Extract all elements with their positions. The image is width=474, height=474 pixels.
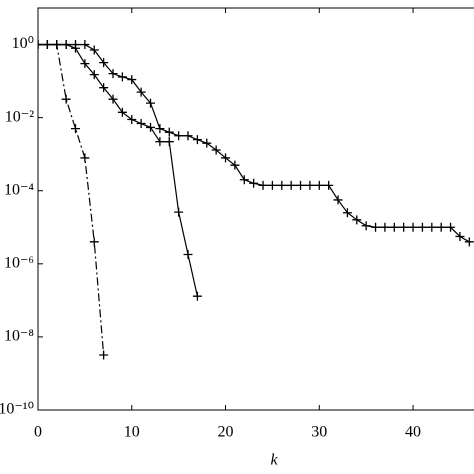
marker	[71, 124, 81, 134]
marker	[249, 178, 259, 188]
marker	[436, 222, 446, 232]
marker	[371, 222, 381, 232]
x-tick-label: 0	[34, 424, 42, 441]
marker	[239, 175, 249, 185]
marker	[183, 249, 193, 259]
y-tick-label: 10⁻⁴	[4, 181, 34, 198]
marker	[305, 180, 315, 190]
marker	[296, 180, 306, 190]
marker	[164, 127, 174, 137]
marker	[155, 137, 165, 147]
marker	[127, 75, 137, 85]
series-line	[38, 43, 105, 356]
marker	[417, 222, 427, 232]
y-tick-label: 10⁻⁶	[4, 254, 34, 271]
marker	[80, 40, 90, 50]
plot-area	[38, 40, 474, 360]
marker	[117, 107, 127, 117]
x-tick-label: 10	[124, 424, 140, 441]
marker	[399, 222, 409, 232]
marker	[267, 180, 277, 190]
marker	[380, 222, 390, 232]
marker	[61, 40, 71, 50]
x-tick-label: 40	[405, 424, 421, 441]
marker	[221, 153, 231, 163]
marker	[324, 180, 334, 190]
x-axis-label: k	[270, 452, 278, 469]
marker	[174, 207, 184, 217]
marker	[127, 114, 137, 124]
marker	[155, 124, 165, 134]
marker	[174, 131, 184, 141]
marker	[202, 138, 212, 148]
x-tick-label: 30	[311, 424, 327, 441]
marker	[446, 222, 456, 232]
x-tick-label: 20	[218, 424, 234, 441]
marker	[108, 69, 118, 79]
marker	[192, 291, 202, 301]
marker	[89, 45, 99, 55]
marker	[146, 98, 156, 108]
marker	[408, 222, 418, 232]
marker	[164, 137, 174, 147]
marker	[136, 87, 146, 97]
marker	[89, 237, 99, 247]
marker	[286, 180, 296, 190]
marker	[427, 222, 437, 232]
marker	[258, 180, 268, 190]
y-tick-label: 10⁻⁸	[4, 328, 34, 345]
marker	[99, 350, 109, 360]
marker	[52, 40, 62, 50]
marker	[455, 231, 465, 241]
y-tick-label: 10⁻¹⁰	[0, 401, 34, 418]
marker	[146, 122, 156, 132]
marker	[136, 119, 146, 129]
marker	[71, 40, 81, 50]
marker	[361, 221, 371, 231]
series-line	[38, 43, 470, 243]
marker	[352, 215, 362, 225]
marker	[99, 58, 109, 68]
axis-frame	[37, 7, 474, 411]
marker	[183, 131, 193, 141]
marker	[117, 72, 127, 82]
y-tick-label: 10⁰	[12, 35, 34, 52]
marker	[61, 94, 71, 104]
series-line	[38, 43, 198, 297]
marker	[464, 237, 474, 247]
marker	[42, 40, 52, 50]
marker	[80, 59, 90, 69]
marker	[333, 195, 343, 205]
marker	[230, 160, 240, 170]
marker	[80, 153, 90, 163]
marker	[211, 145, 221, 155]
marker	[277, 180, 287, 190]
marker	[108, 94, 118, 104]
marker	[314, 180, 324, 190]
y-tick-label: 10⁻²	[5, 108, 34, 125]
marker	[89, 70, 99, 80]
marker	[99, 83, 109, 93]
marker	[192, 135, 202, 145]
marker	[342, 208, 352, 218]
marker	[389, 222, 399, 232]
